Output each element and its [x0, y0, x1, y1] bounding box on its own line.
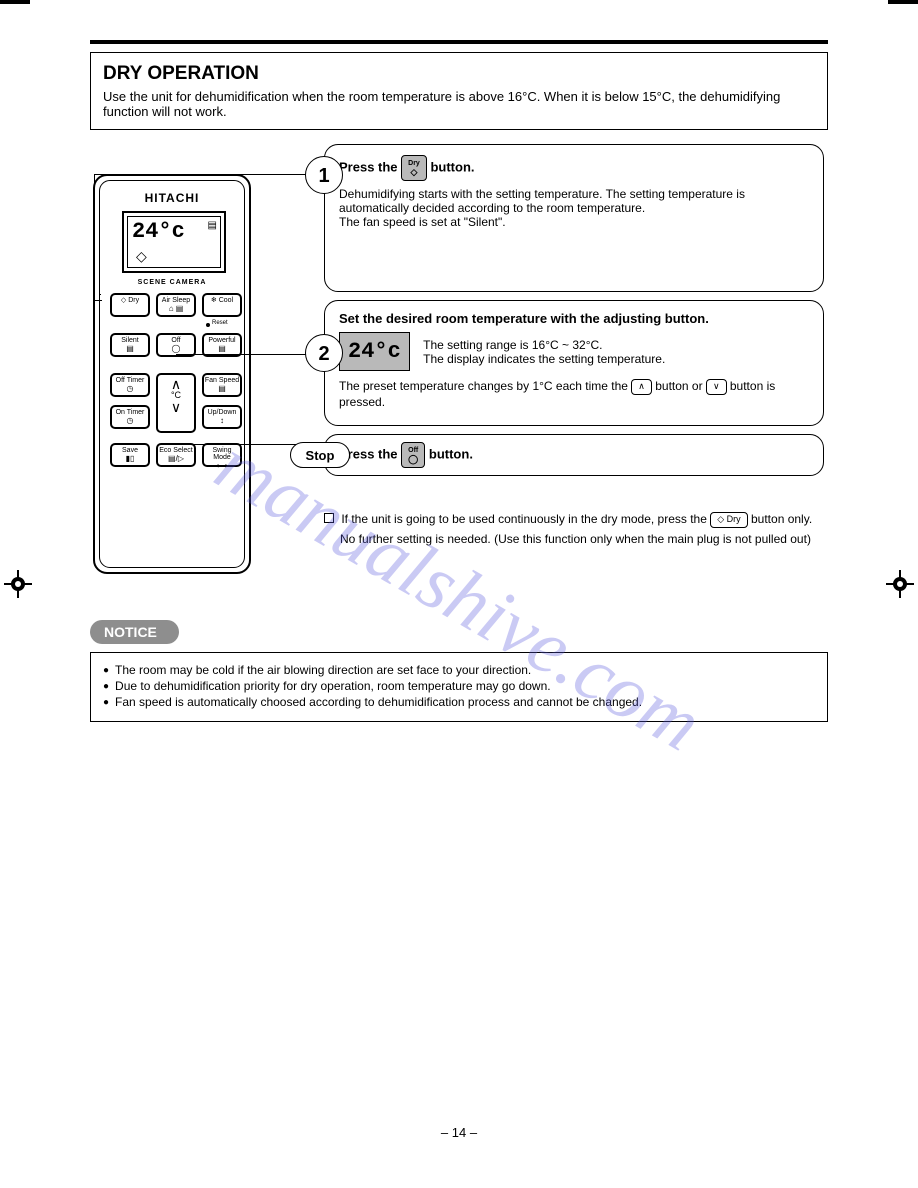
- dry-button[interactable]: ◇ Dry: [110, 293, 150, 317]
- remote-brand: HITACHI: [100, 191, 244, 205]
- remote-control-illustration: HITACHI 24°c ◇ ▤ SCENE CAMERA ◇ Dry Air …: [93, 174, 251, 574]
- trim-mark-tl: [0, 0, 30, 4]
- page-number: – 14 –: [0, 1125, 918, 1140]
- swingmode-button[interactable]: Swing Mode⟷: [202, 443, 242, 467]
- reset-hole[interactable]: [206, 323, 210, 327]
- title-box: DRY OPERATION Use the unit for dehumidif…: [90, 52, 828, 130]
- page-title: DRY OPERATION: [103, 63, 815, 85]
- top-rule: [90, 40, 828, 44]
- notice-box: The room may be cold if the air blowing …: [90, 652, 828, 722]
- notice-bullet: Fan speed is automatically choosed accor…: [103, 695, 815, 711]
- silent-button[interactable]: Silent▤: [110, 333, 150, 357]
- lcd-drop-icon: ◇: [136, 248, 147, 265]
- step-1-pane: Press the Dry◇ button. Dehumidifying sta…: [324, 144, 824, 292]
- down-arrow-icon: ∨: [706, 379, 727, 395]
- step-2-body: 24°c The setting range is 16°C ~ 32°C. T…: [339, 332, 809, 409]
- save-button[interactable]: Save▮▯: [110, 443, 150, 467]
- scene-camera-label: SCENE CAMERA: [100, 279, 244, 286]
- lcd-temp: 24°c: [132, 219, 185, 244]
- registration-mark-left: [4, 570, 32, 598]
- trim-mark-tr: [888, 0, 918, 4]
- updown-button[interactable]: Up/Down↕: [202, 405, 242, 429]
- lcd-fan-icon: ▤: [208, 220, 217, 231]
- lcd-sample: 24°c: [339, 332, 410, 371]
- cool-button[interactable]: ❄ Cool: [202, 293, 242, 317]
- connector-line: [176, 354, 326, 355]
- dry-icon-outline: ◇ Dry: [710, 512, 747, 528]
- main-diagram: HITACHI 24°c ◇ ▤ SCENE CAMERA ◇ Dry Air …: [90, 144, 828, 594]
- notice-bullet: The room may be cold if the air blowing …: [103, 663, 815, 679]
- stop-text: Press the Off◯ button.: [339, 442, 473, 468]
- ontimer-button[interactable]: On Timer◷: [110, 405, 150, 429]
- fanspeed-button[interactable]: Fan Speed▤: [202, 373, 242, 397]
- step-2-pane: Set the desired room temperature with th…: [324, 300, 824, 426]
- resume-block: If the unit is going to be used continuo…: [324, 512, 824, 546]
- step-1-bubble: 1: [305, 156, 343, 194]
- offtimer-button[interactable]: Off Timer◷: [110, 373, 150, 397]
- temp-adjust-button[interactable]: ∧ °C ∨: [156, 373, 196, 433]
- resume-line1: If the unit is going to be used continuo…: [324, 512, 824, 528]
- off-icon-box: Off◯: [401, 442, 425, 468]
- connector-line: [94, 174, 95, 300]
- notice-heading: NOTICE: [90, 620, 179, 644]
- reset-label: Reset: [212, 320, 228, 326]
- connector-line: [94, 300, 102, 301]
- registration-mark-right: [886, 570, 914, 598]
- resume-line2: No further setting is needed. (Use this …: [340, 532, 824, 546]
- stop-pane: Press the Off◯ button.: [324, 434, 824, 476]
- page-content: DRY OPERATION Use the unit for dehumidif…: [90, 40, 828, 722]
- airsleep-button[interactable]: Air Sleep⌂ ▤: [156, 293, 196, 317]
- remote-lcd: 24°c ◇ ▤: [122, 211, 226, 273]
- step-1-body: Dehumidifying starts with the setting te…: [339, 187, 809, 229]
- stop-bubble: Stop: [290, 442, 350, 468]
- connector-line: [94, 174, 324, 175]
- square-bullet-icon: [324, 513, 334, 523]
- step-2-bubble: 2: [305, 334, 343, 372]
- step-2-title: Set the desired room temperature with th…: [339, 311, 809, 326]
- step-1-title: Press the Dry◇ button.: [339, 155, 809, 181]
- up-arrow-icon: ∧: [631, 379, 652, 395]
- dry-icon-box: Dry◇: [401, 155, 427, 181]
- notice-bullet: Due to dehumidification priority for dry…: [103, 679, 815, 695]
- page-subtitle: Use the unit for dehumidification when t…: [103, 89, 815, 119]
- ecoselect-button[interactable]: Eco Select▤/▷: [156, 443, 196, 467]
